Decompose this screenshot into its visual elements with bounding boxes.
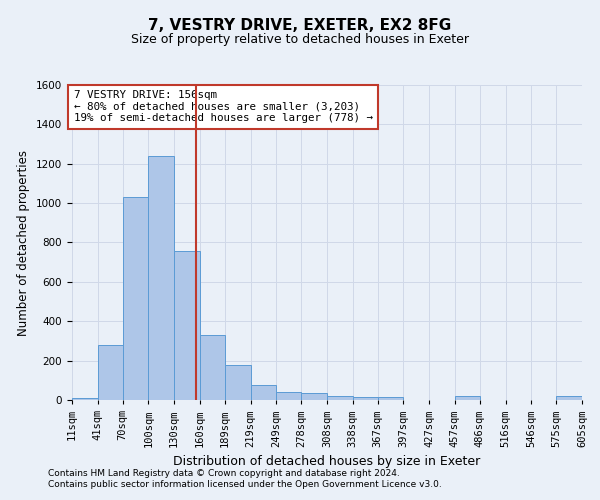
Bar bbox=[174, 252, 200, 400]
Text: Contains HM Land Registry data © Crown copyright and database right 2024.: Contains HM Land Registry data © Crown c… bbox=[48, 468, 400, 477]
Bar bbox=[377, 397, 403, 400]
Bar bbox=[72, 398, 98, 400]
Bar bbox=[98, 345, 122, 400]
Bar bbox=[122, 197, 148, 400]
Bar bbox=[148, 156, 174, 400]
Bar bbox=[251, 385, 277, 400]
Bar bbox=[327, 396, 353, 400]
Bar bbox=[353, 397, 377, 400]
X-axis label: Distribution of detached houses by size in Exeter: Distribution of detached houses by size … bbox=[173, 455, 481, 468]
Bar bbox=[200, 335, 225, 400]
Text: 7, VESTRY DRIVE, EXETER, EX2 8FG: 7, VESTRY DRIVE, EXETER, EX2 8FG bbox=[148, 18, 452, 32]
Bar bbox=[301, 393, 327, 400]
Y-axis label: Number of detached properties: Number of detached properties bbox=[17, 150, 31, 336]
Text: Size of property relative to detached houses in Exeter: Size of property relative to detached ho… bbox=[131, 32, 469, 46]
Bar bbox=[455, 396, 480, 400]
Bar bbox=[556, 396, 582, 400]
Bar bbox=[277, 392, 301, 400]
Bar bbox=[225, 364, 251, 400]
Text: 7 VESTRY DRIVE: 156sqm
← 80% of detached houses are smaller (3,203)
19% of semi-: 7 VESTRY DRIVE: 156sqm ← 80% of detached… bbox=[74, 90, 373, 123]
Text: Contains public sector information licensed under the Open Government Licence v3: Contains public sector information licen… bbox=[48, 480, 442, 489]
